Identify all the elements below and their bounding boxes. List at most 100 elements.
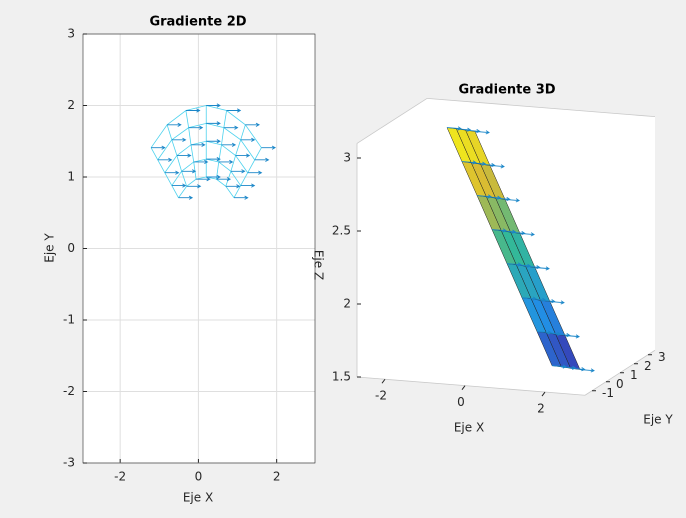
arrow bbox=[531, 297, 547, 302]
arrow bbox=[157, 157, 173, 162]
arrow bbox=[540, 299, 556, 304]
arrow bbox=[254, 157, 270, 162]
y-tick-label: 3 bbox=[67, 27, 75, 41]
arrow bbox=[240, 183, 256, 188]
arrow bbox=[171, 183, 187, 188]
arrow bbox=[247, 170, 263, 175]
arrow bbox=[196, 177, 211, 182]
arrow bbox=[221, 142, 237, 147]
x-tick-label: 0 bbox=[195, 470, 203, 484]
arrow bbox=[206, 139, 221, 144]
y-label-3d: Eje Y bbox=[643, 413, 673, 427]
arrow bbox=[471, 161, 487, 166]
arrow bbox=[234, 195, 249, 200]
arrow bbox=[446, 126, 462, 131]
arrow bbox=[190, 142, 206, 147]
y-tick-label: -2 bbox=[63, 384, 75, 398]
arrow bbox=[534, 266, 550, 271]
axis-edge bbox=[426, 98, 656, 118]
y-tick-label: 2 bbox=[644, 359, 652, 373]
arrow bbox=[230, 169, 246, 174]
arrow bbox=[465, 128, 481, 134]
arrow bbox=[226, 108, 242, 113]
x-label-3d: Eje X bbox=[454, 421, 484, 435]
y-tick-label: 2 bbox=[67, 98, 75, 112]
arrow bbox=[193, 159, 209, 165]
arrow bbox=[206, 121, 221, 126]
arrow bbox=[506, 262, 522, 267]
arrow bbox=[480, 163, 496, 168]
x-tick-label: 2 bbox=[537, 402, 545, 416]
arrow bbox=[495, 196, 511, 202]
z-tick-label: 2.5 bbox=[332, 224, 351, 238]
arrow bbox=[565, 334, 580, 339]
arrow bbox=[510, 231, 526, 236]
arrow bbox=[521, 296, 537, 301]
arrow bbox=[491, 228, 507, 233]
y-label-2d: Eje Y bbox=[43, 233, 57, 263]
arrow bbox=[245, 122, 260, 127]
arrow bbox=[206, 157, 221, 162]
arrow bbox=[151, 145, 166, 150]
axes-2d-box bbox=[82, 33, 316, 464]
arrow bbox=[181, 169, 197, 174]
arrow bbox=[537, 330, 552, 335]
axis-edge bbox=[356, 98, 428, 144]
x-tick-label: -2 bbox=[375, 389, 387, 403]
y-tick-label: 0 bbox=[67, 241, 75, 255]
arrow bbox=[555, 333, 571, 338]
arrow bbox=[240, 137, 256, 142]
arrow bbox=[216, 177, 232, 182]
x-label-2d: Eje X bbox=[183, 491, 213, 505]
z-tick-label: 2 bbox=[343, 297, 351, 311]
arrow bbox=[223, 125, 239, 130]
arrow bbox=[164, 170, 180, 175]
arrow bbox=[477, 194, 492, 199]
x-tick bbox=[381, 378, 386, 384]
y-tick-label: 3 bbox=[658, 350, 666, 364]
arrow bbox=[474, 130, 490, 135]
title-2d: Gradiente 2D bbox=[149, 15, 246, 30]
arrow bbox=[235, 153, 251, 158]
y-tick-label: -1 bbox=[602, 386, 614, 400]
axis-edge bbox=[356, 376, 586, 396]
arrow bbox=[167, 122, 182, 127]
z-tick-label: 3 bbox=[343, 151, 351, 165]
arrow bbox=[551, 364, 567, 369]
arrow bbox=[489, 164, 505, 169]
x-tick-label: -2 bbox=[114, 470, 126, 484]
arrow bbox=[456, 127, 472, 132]
z-tick-label: 1.5 bbox=[332, 370, 351, 384]
arrow bbox=[546, 331, 562, 336]
arrow bbox=[561, 365, 577, 370]
arrow bbox=[186, 184, 202, 189]
arrow bbox=[178, 195, 194, 200]
arrow bbox=[516, 263, 532, 268]
title-3d: Gradiente 3D bbox=[458, 83, 555, 98]
arrow bbox=[579, 368, 595, 373]
x-tick-label: 0 bbox=[457, 395, 465, 409]
arrow bbox=[549, 300, 565, 305]
y-tick-label: -3 bbox=[63, 456, 75, 470]
arrow bbox=[171, 137, 187, 142]
arrow bbox=[570, 367, 586, 372]
arrow bbox=[218, 159, 234, 165]
x-tick-label: 2 bbox=[273, 470, 281, 484]
arrow bbox=[206, 103, 221, 108]
arrow bbox=[225, 184, 241, 189]
arrow bbox=[185, 108, 201, 113]
arrow bbox=[525, 265, 541, 270]
arrow bbox=[519, 232, 535, 237]
arrow bbox=[176, 153, 192, 158]
arrow bbox=[461, 160, 477, 165]
arrow bbox=[486, 195, 502, 200]
x-tick bbox=[461, 385, 466, 390]
x-tick bbox=[541, 391, 546, 397]
y-tick-label: -1 bbox=[63, 313, 75, 327]
z-label-3d: Eje Z bbox=[312, 250, 326, 280]
arrow bbox=[261, 145, 277, 150]
y-tick-label: 1 bbox=[67, 170, 75, 184]
arrow bbox=[188, 125, 204, 130]
